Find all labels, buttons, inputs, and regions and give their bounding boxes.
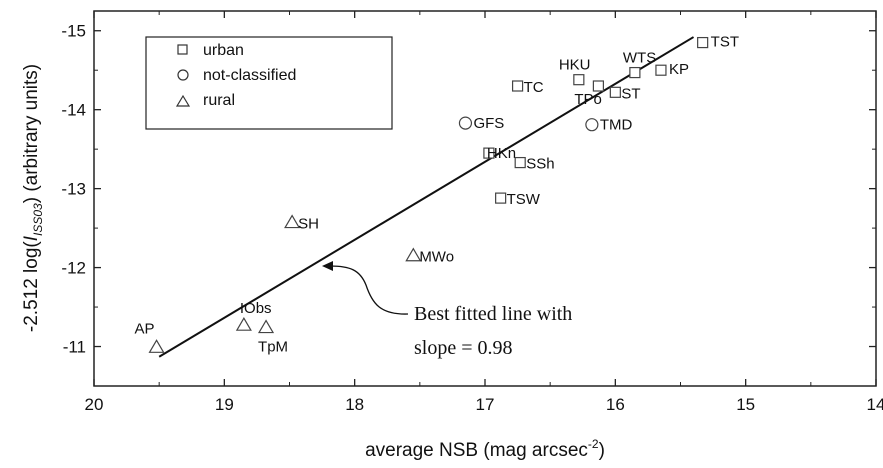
point-label-tpo: TPo [574, 91, 602, 108]
x-tick-label-5: 15 [736, 395, 755, 414]
x-axis-label-sup: -2 [588, 437, 599, 451]
legend-label-not-classified: not-classified [203, 67, 296, 84]
x-tick-label-1: 19 [215, 395, 234, 414]
legend: urban not-classified rural [145, 36, 393, 130]
legend-label-rural: rural [203, 92, 235, 109]
marker-ap [148, 339, 165, 353]
point-label-ssh: SSh [526, 156, 554, 173]
point-label-tsw: TSW [507, 191, 541, 208]
marker-wts [629, 66, 641, 79]
point-label-wts: WTS [623, 50, 656, 67]
annotation-line-1: Best fitted line with [414, 303, 572, 325]
marker-tst [697, 36, 709, 49]
y-tick-label-0: -11 [63, 338, 86, 357]
y-tick-label-4: -15 [61, 22, 86, 41]
point-label-ap: AP [135, 320, 155, 337]
point-label-tc: TC [524, 79, 544, 96]
marker-st [609, 86, 621, 98]
fit-line [158, 36, 695, 358]
y-tick-label-2: -13 [61, 180, 86, 199]
marker-tsw [495, 192, 507, 204]
marker-tc [511, 80, 524, 92]
point-label-tpm: TpM [258, 339, 288, 356]
legend-label-urban: urban [203, 42, 244, 59]
x-tick-label-2: 18 [345, 395, 364, 414]
point-label-mwo: MWo [419, 249, 454, 266]
legend-marker-triangle [175, 94, 191, 107]
y-axis-label: -2.512 log(IISS03) (arbitrary units) [21, 64, 45, 332]
point-label-hkn: HKn [487, 145, 516, 162]
marker-hku [573, 74, 585, 86]
x-axis-label: average NSB (mag arcsec-2) [365, 437, 605, 461]
marker-gfs [458, 116, 473, 130]
point-label-kp: KP [669, 61, 689, 78]
x-tick-label-4: 16 [606, 395, 625, 414]
point-label-st: ST [621, 85, 640, 102]
y-tick-label-1: -12 [61, 259, 86, 278]
point-label-sh: SH [298, 216, 319, 233]
marker-iobs [235, 317, 252, 331]
marker-tmd [585, 118, 599, 132]
marker-ssh [514, 156, 526, 169]
annotation-arrow [329, 265, 409, 315]
marker-tpo [592, 80, 604, 92]
legend-marker-square [177, 44, 188, 55]
marker-kp [655, 64, 667, 76]
point-label-hku: HKU [559, 57, 591, 74]
data-points: TST KP WTS HKU TPo ST TC HKn SSh TSW GFS TMD SH MWo IO… [135, 34, 739, 356]
annotation-arrowhead [322, 261, 333, 271]
point-label-tst: TST [711, 34, 739, 51]
point-label-iobs: IObs [240, 300, 272, 317]
marker-hkn [483, 147, 495, 159]
point-label-gfs: GFS [473, 115, 504, 132]
x-axis-label-text: average NSB (mag arcsec [365, 440, 588, 461]
legend-marker-circle [177, 69, 189, 81]
marker-mwo [405, 247, 422, 262]
y-axis-label-suffix: ) (arbitrary units) [21, 64, 42, 203]
y-tick-label-3: -14 [61, 101, 86, 120]
x-tick-label-0: 20 [85, 395, 104, 414]
marker-sh [284, 214, 301, 229]
y-axis-label-italic: I [21, 235, 42, 241]
x-axis-label-close: ) [599, 440, 605, 461]
x-tick-label-3: 17 [476, 395, 495, 414]
point-label-tmd: TMD [600, 117, 633, 134]
y-axis-label-sub: ISS03 [31, 203, 45, 236]
marker-tpm [257, 319, 275, 334]
annotation-line-2: slope = 0.98 [414, 337, 513, 359]
x-tick-label-6: 14 [867, 395, 883, 414]
y-axis-label-prefix: -2.512 log( [21, 241, 42, 333]
axis-ticks: 20 19 18 17 16 15 14 -11 -12 -13 -14 -15 [61, 11, 883, 414]
